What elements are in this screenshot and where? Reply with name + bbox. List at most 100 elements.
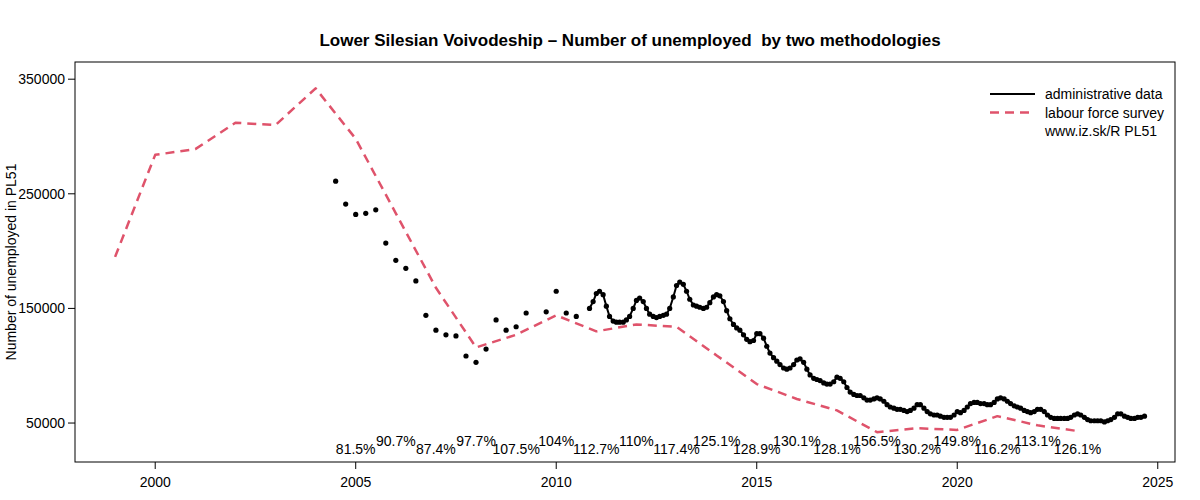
series-point <box>353 212 358 217</box>
series-point <box>671 294 676 299</box>
title: Lower Silesian Voivodeship – Number of u… <box>319 31 940 50</box>
series-point <box>737 328 742 333</box>
series-line <box>115 88 1077 432</box>
series-point <box>587 306 592 311</box>
series-point <box>383 240 388 245</box>
series-point <box>493 317 498 322</box>
y-tick <box>68 79 75 80</box>
y-axis-label: Number of unemployed in PL51 <box>3 163 19 360</box>
series-point <box>801 360 806 365</box>
annotation: 104% <box>538 433 574 449</box>
annotation: 87.4% <box>416 441 456 457</box>
series-point <box>767 351 772 356</box>
x-tick <box>756 462 757 469</box>
x-tick-label: 2005 <box>340 474 371 490</box>
series-point <box>761 336 766 341</box>
series-point <box>641 299 646 304</box>
series-point <box>764 344 769 349</box>
legend-swatch <box>990 93 1035 95</box>
plot-frame <box>75 62 1175 462</box>
series-point <box>844 385 849 390</box>
annotation: 97.7% <box>456 433 496 449</box>
y-tick <box>68 308 75 309</box>
chart-svg: Lower Silesian Voivodeship – Number of u… <box>0 0 1200 500</box>
series-point <box>453 333 458 338</box>
y-tick <box>68 423 75 424</box>
annotation: 90.7% <box>376 433 416 449</box>
series-point <box>727 316 732 321</box>
series-point <box>524 310 529 315</box>
series-point <box>554 289 559 294</box>
series-point <box>413 278 418 283</box>
series-point <box>631 306 636 311</box>
series-point <box>751 338 756 343</box>
background <box>0 0 1200 500</box>
legend-swatch <box>990 111 1035 114</box>
legend-label: labour force survey <box>1045 105 1164 121</box>
series-point <box>804 367 809 372</box>
series-point <box>707 300 712 305</box>
y-tick <box>68 193 75 194</box>
annotation: 112.7% <box>573 441 619 457</box>
series-line <box>590 282 1145 422</box>
series-point <box>791 362 796 367</box>
annotation: 126.1% <box>1054 441 1101 457</box>
x-tick-label: 2015 <box>741 474 772 490</box>
series-point <box>423 313 428 318</box>
x-tick-label: 2010 <box>541 474 572 490</box>
series-point <box>433 328 438 333</box>
series-point <box>667 306 672 311</box>
legend: administrative datalabour force surveyww… <box>990 86 1164 139</box>
x-tick <box>355 462 356 469</box>
y-tick-label: 350000 <box>18 71 65 87</box>
annotation: 81.5% <box>336 441 376 457</box>
series-point <box>687 297 692 302</box>
series-point <box>601 292 606 297</box>
series-point <box>463 353 468 358</box>
series-point <box>741 332 746 337</box>
series-point <box>393 258 398 263</box>
series-point <box>514 324 519 329</box>
x-tick <box>957 462 958 469</box>
series-point <box>564 310 569 315</box>
annotation: 110% <box>619 433 654 449</box>
series-point <box>504 328 509 333</box>
series-point <box>627 314 632 319</box>
series-point <box>644 306 649 311</box>
series-point <box>604 304 609 309</box>
series-point <box>363 211 368 216</box>
y-tick-label: 50000 <box>26 415 65 431</box>
series-point <box>717 293 722 298</box>
series-point <box>473 360 478 365</box>
series-point <box>591 299 596 304</box>
series-point <box>403 266 408 271</box>
x-tick <box>155 462 156 469</box>
series-point <box>721 299 726 304</box>
series-point <box>681 282 686 287</box>
source-note: www.iz.sk/R PL51 <box>1044 123 1157 139</box>
y-tick-label: 250000 <box>18 186 65 202</box>
x-tick-label: 2000 <box>140 474 171 490</box>
series-point <box>443 332 448 337</box>
series-point <box>544 309 549 314</box>
series-point <box>343 202 348 207</box>
series-point <box>373 207 378 212</box>
x-tick-label: 2020 <box>942 474 973 490</box>
series-point <box>704 305 709 310</box>
x-tick <box>1157 462 1158 469</box>
series-point <box>607 314 612 319</box>
series-point <box>757 331 762 336</box>
x-tick-label: 2025 <box>1142 474 1173 490</box>
series-point <box>483 347 488 352</box>
series-point <box>664 312 669 317</box>
x-tick <box>556 462 557 469</box>
series-point <box>574 314 579 319</box>
series-point <box>1142 414 1147 419</box>
plot-area <box>115 88 1147 432</box>
series-point <box>724 308 729 313</box>
series-point <box>333 179 338 184</box>
series-point <box>841 379 846 384</box>
chart-container: Lower Silesian Voivodeship – Number of u… <box>0 0 1200 500</box>
annotation: 107.5% <box>492 441 539 457</box>
series-point <box>684 289 689 294</box>
